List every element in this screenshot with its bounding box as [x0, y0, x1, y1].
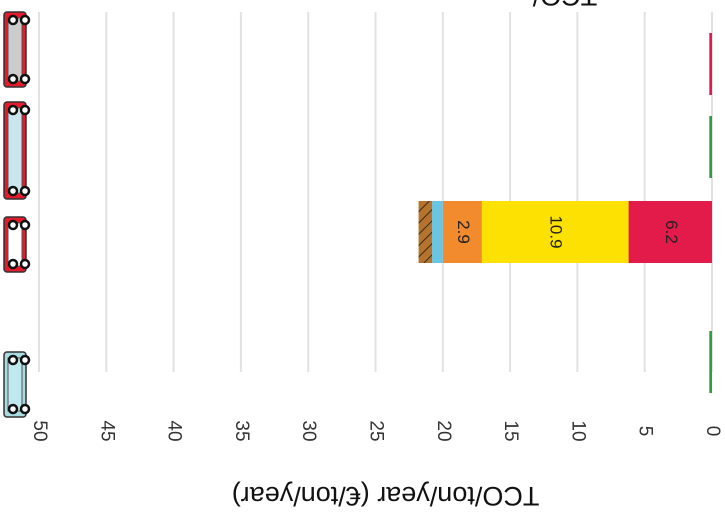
bar-segment [709, 33, 712, 95]
x-tick-label: 45 [96, 420, 117, 441]
x-axis-label: TCO/ton/year (€/ton/year) [232, 481, 540, 511]
chart-title: TCO/ [532, 0, 597, 11]
x-tick-label: 30 [298, 420, 319, 441]
x-tick-label: 20 [433, 420, 454, 441]
x-tick-labels: 0 5 10 15 20 25 30 35 40 45 50 [29, 420, 723, 441]
truck-icons [3, 11, 31, 418]
x-tick-label: 40 [164, 420, 185, 441]
truck-icon [3, 11, 31, 88]
bar-segment [418, 201, 433, 263]
x-tick-label: 0 [702, 426, 723, 437]
x-tick-label: 25 [365, 420, 386, 441]
truck-icon [3, 101, 31, 200]
bar-segment [481, 201, 629, 263]
bar-value-label: 10.9 [547, 215, 566, 248]
bar-value-label: 6.2 [662, 220, 681, 244]
bar-segment [709, 116, 712, 178]
x-tick-label: 10 [567, 420, 588, 441]
x-tick-label: 5 [635, 426, 656, 437]
x-tick-label: 15 [500, 420, 521, 441]
bar-segment [432, 201, 443, 263]
grid-lines [38, 12, 713, 372]
bar-value-label: 2.9 [454, 220, 473, 244]
bar-segment [709, 331, 712, 393]
truck-icon [3, 351, 31, 418]
bars: 6.2 10.9 2.9 [418, 33, 712, 393]
bar-segment [442, 201, 482, 263]
x-tick-label: 50 [29, 420, 50, 441]
x-tick-label: 35 [231, 420, 252, 441]
truck-icon [3, 216, 31, 273]
bar-segment [628, 201, 712, 263]
